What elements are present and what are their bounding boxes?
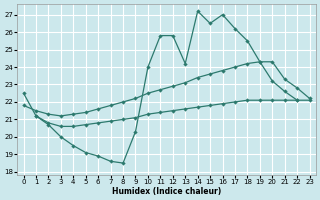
X-axis label: Humidex (Indice chaleur): Humidex (Indice chaleur) [112,187,221,196]
